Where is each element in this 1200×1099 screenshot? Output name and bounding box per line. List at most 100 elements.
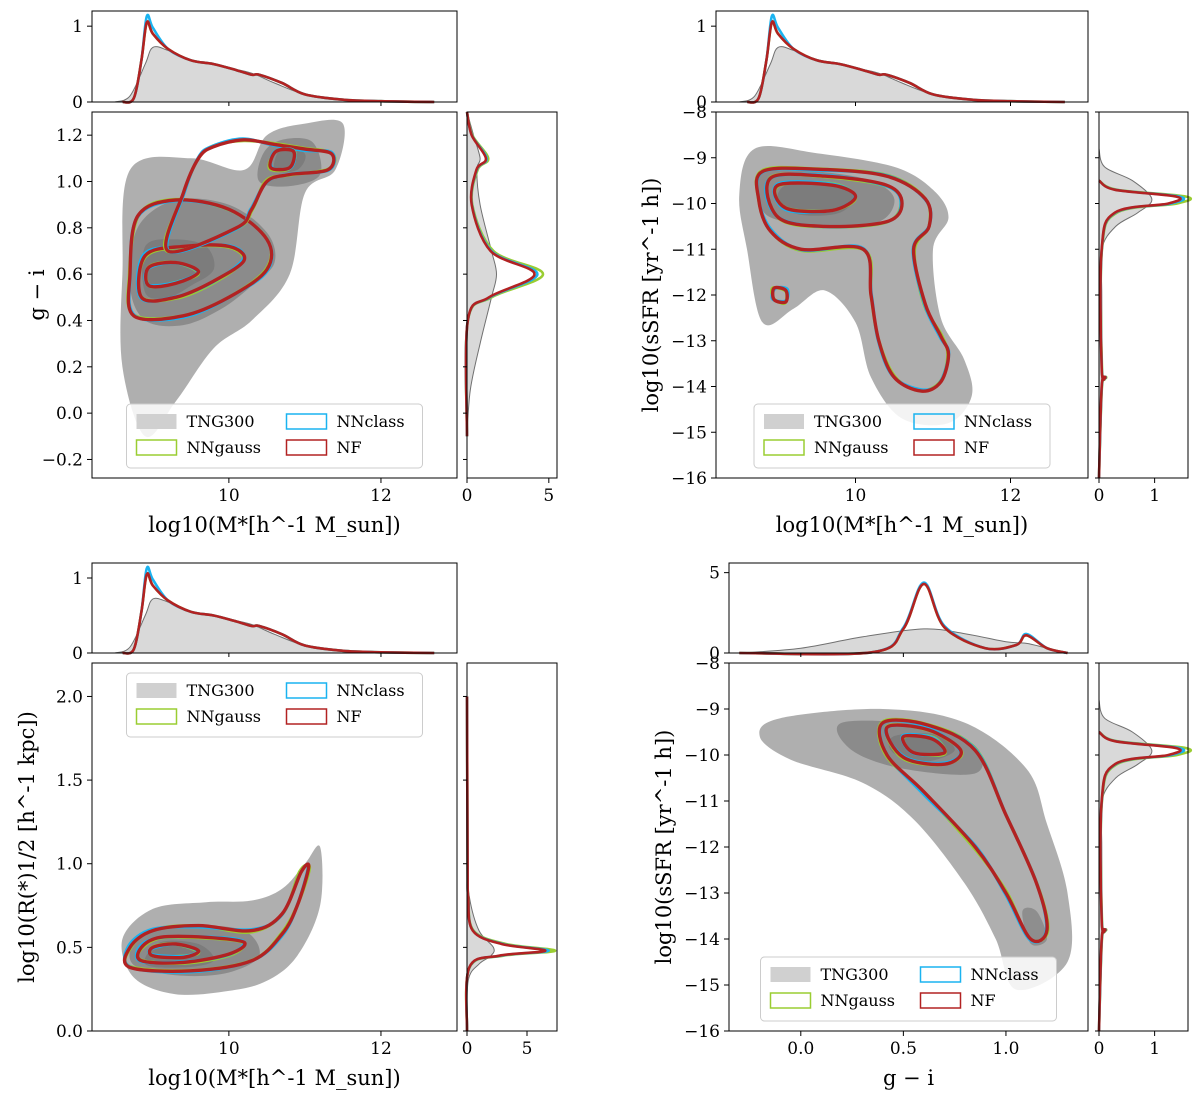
- legend-label-tng300: TNG300: [814, 412, 882, 431]
- y-tick-label: 0.0: [56, 404, 83, 424]
- legend-swatch-nf: [285, 439, 328, 456]
- top-marginal-y-tick-label: 0: [72, 644, 83, 664]
- x-axis-label: log10(M*[h^-1 M_sun]): [776, 513, 1028, 537]
- x-tick-label: 0.5: [890, 1039, 917, 1059]
- y-tick-label: −11: [671, 240, 707, 260]
- right-marginal-frame: [466, 662, 558, 1032]
- nnclass-marginal-right: [464, 696, 550, 1032]
- nf-contour-2: [765, 172, 904, 229]
- top-marginal-frame: [91, 562, 458, 654]
- x-tick-label: 1.0: [992, 1039, 1019, 1059]
- y-tick-label: −12: [671, 286, 707, 306]
- legend-label-tng300: TNG300: [187, 412, 255, 431]
- right-marginal-frame: [466, 111, 558, 479]
- top-marginal: 05: [709, 562, 1089, 664]
- nf-contour-5: [268, 147, 297, 172]
- top-marginal-y-tick-label: 1: [72, 569, 83, 589]
- legend-label-nf: NF: [964, 438, 989, 457]
- nf-contour-4: [164, 138, 336, 254]
- right-marginal-x-tick-label: 0: [462, 486, 473, 506]
- model-contours: [754, 165, 951, 393]
- y-axis-label: log10(R(*)1/2 [h^-1 kpc]): [15, 711, 39, 983]
- x-tick-label: 12: [1000, 486, 1022, 506]
- legend-swatch-nnclass: [285, 413, 328, 430]
- nf-contour-2: [135, 934, 247, 965]
- nf-marginal-top: [739, 582, 1068, 656]
- panel-2: 10 12−16−15−14−13−12−11−10−9−8log10(M*[h^…: [639, 10, 1192, 537]
- right-marginal-x-tick-label: 0: [1094, 486, 1105, 506]
- y-tick-label: −13: [671, 332, 707, 352]
- legend-swatch-nnclass: [919, 966, 962, 983]
- nf-marginal-top: [746, 20, 1065, 104]
- nf-marginal-right: [464, 696, 547, 1032]
- y-tick-label: 0.2: [56, 358, 83, 378]
- y-tick-label: −8: [695, 654, 720, 674]
- y-axis-label: log10(sSFR [yr^-1 h]): [652, 730, 676, 965]
- legend-swatch-nngauss: [763, 439, 805, 456]
- legend-swatch-nngauss: [135, 439, 178, 456]
- right-marginal-x-tick-label: 0: [462, 1039, 473, 1059]
- tng300-marginal-top: [114, 46, 420, 103]
- y-tick-label: −14: [684, 930, 720, 950]
- y-tick-label: 0.6: [56, 265, 83, 285]
- y-axis-label: log10(sSFR [yr^-1 h]): [639, 178, 663, 413]
- legend-label-tng300: TNG300: [821, 965, 889, 984]
- legend: TNG300 NNgauss NNclass NF: [126, 403, 423, 469]
- legend: TNG300 NNgauss NNclass NF: [753, 403, 1051, 469]
- y-tick-label: 1.5: [56, 771, 83, 791]
- tng300-marginal-top: [739, 46, 1050, 103]
- model-contours: [877, 717, 1050, 944]
- top-marginal: 01: [696, 10, 1089, 113]
- nf-marginal-top: [122, 20, 435, 104]
- y-tick-label: −9: [695, 700, 720, 720]
- x-axis-label: g − i: [883, 1066, 934, 1090]
- legend-swatch-nf: [285, 708, 328, 725]
- main-axes-frame: [91, 662, 458, 1032]
- y-tick-label: 0.8: [56, 219, 83, 239]
- nf-contour-2: [884, 723, 963, 767]
- main-axes-frame: [91, 111, 458, 479]
- y-tick-label: −9: [682, 149, 707, 169]
- x-tick-label: 0.0: [787, 1039, 814, 1059]
- tng300-density-level-3: [777, 183, 856, 216]
- nf-contour-3: [147, 942, 201, 960]
- nf-contour-1: [126, 198, 274, 322]
- tng300-marginal-top: [114, 597, 420, 654]
- model-contours: [126, 137, 337, 322]
- legend-swatch-nnclass: [285, 682, 328, 699]
- top-marginal-frame: [91, 10, 458, 103]
- legend-label-nnclass: NNclass: [337, 412, 405, 431]
- x-tick-label: 10: [218, 1039, 240, 1059]
- top-marginal-y-tick-label: 0: [709, 644, 720, 664]
- right-marginal-frame: [1098, 111, 1189, 479]
- nf-marginal-right: [1097, 730, 1182, 1032]
- nf-contour-1: [754, 166, 951, 393]
- top-marginal-y-tick-label: 1: [696, 17, 707, 37]
- right-marginal-x-tick-label: 1: [1149, 1039, 1160, 1059]
- right-marginal-x-tick-label: 0: [1094, 1039, 1105, 1059]
- tng300-marginal-right: [1098, 148, 1153, 479]
- legend-swatch-nnclass: [913, 413, 955, 430]
- tng300-filled-contours: [759, 708, 1073, 991]
- legend: TNG300 NNgauss NNclass NF: [760, 956, 1057, 1022]
- legend-swatch-tng300: [136, 683, 177, 698]
- top-marginal-frame: [715, 10, 1089, 103]
- legend-swatch-nngauss: [135, 708, 178, 725]
- panel-4: 0.0 0.5 1.0 −16 −15 −14 −13 −12 −11 −10 −9 −8 g − i l…: [652, 562, 1192, 1090]
- legend-box: [126, 672, 423, 738]
- x-tick-label: 10: [218, 486, 240, 506]
- tng300-density-level-1: [759, 708, 1073, 991]
- nf-contour-1: [877, 718, 1049, 944]
- right-marginal-x-tick-label: 5: [522, 1039, 533, 1059]
- legend-label-nf: NF: [971, 991, 996, 1010]
- nf-contour-3: [772, 181, 858, 214]
- y-tick-label: 0.4: [56, 311, 83, 331]
- y-tick-label: −13: [684, 884, 720, 904]
- legend-box: [753, 403, 1051, 469]
- legend-swatch-nngauss: [769, 992, 812, 1009]
- legend-label-nngauss: NNgauss: [187, 438, 262, 457]
- legend-label-nngauss: NNgauss: [187, 707, 262, 726]
